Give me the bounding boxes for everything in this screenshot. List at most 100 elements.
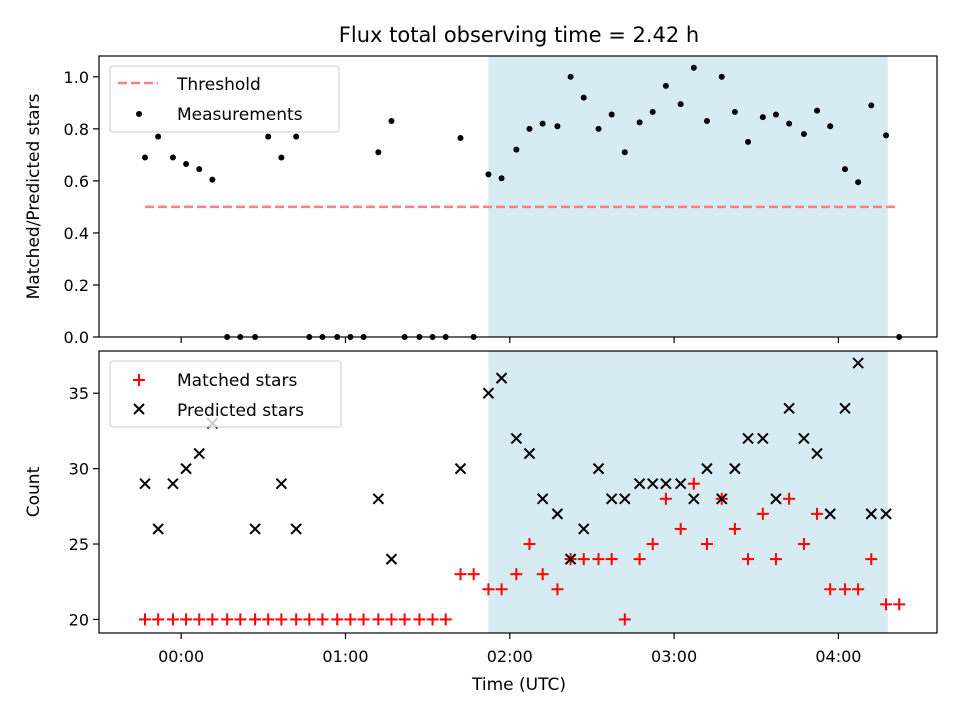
matched-star-point [811,507,824,520]
matched-star-point [674,522,687,535]
predicted-star-point [839,402,851,415]
matched-star-point [344,613,357,626]
legend-matched-label: Matched stars [177,371,297,391]
bottom-ytick-label: 20 [69,610,89,629]
matched-star-point [221,613,234,626]
measurement-point [662,82,669,89]
top-x-ticks [180,337,840,343]
legend-predicted-swatch [133,403,145,415]
matched-star-point [797,538,810,551]
predicted-star-point [249,523,261,535]
predicted-star-point [660,477,672,490]
matched-star-point [303,613,316,626]
measurement-point [814,107,821,114]
bottom-y-ticks: 20 25 30 35 [69,384,99,629]
matched-star-point [316,613,329,626]
predicted-star-point [454,462,467,475]
matched-star-point [166,613,179,626]
matched-star-point [536,568,549,581]
predicted-star-point [152,523,164,535]
legend-predicted-label: Predicted stars [177,401,304,421]
matched-star-point [592,553,605,566]
measurement-point [375,149,382,156]
predicted-star-point [510,432,523,445]
measurement-point [608,111,615,118]
predicted-star-point [139,477,151,490]
matched-star-point [523,538,536,551]
measurement-point [567,73,574,80]
measurement-point [855,179,862,186]
predicted-star-point [757,432,769,445]
predicted-star-point [770,493,782,505]
matched-star-point [385,613,398,626]
predicted-star-point [495,372,508,384]
matched-star-point [180,613,193,626]
bottom-xtick-label: 01:00 [322,647,368,666]
matched-star-point [467,568,480,581]
measurement-point [883,132,890,139]
predicted-star-point [564,553,577,565]
top-ytick-label: 0.8 [64,120,89,139]
matched-stars-points [139,477,906,626]
bottom-panel: 20 25 30 35 00:00 01:00 02:00 03:00 04:00 Count… [24,350,938,695]
matched-star-point [290,613,303,626]
predicted-star-point [275,477,288,490]
matched-star-point [482,583,495,596]
predicted-star-point [578,523,590,535]
matched-star-point [838,583,851,596]
top-panel: 0.0 0.2 0.4 0.6 0.8 1.0 Matched/Predicted sta… [24,55,938,347]
measurement-point [800,131,807,138]
matched-star-point [275,613,288,626]
matched-star-point [633,553,646,566]
predicted-star-point [180,462,192,475]
bottom-xtick-label: 02:00 [487,647,533,666]
measurement-point [718,73,725,80]
predicted-star-point [865,508,877,520]
matched-star-point [206,613,219,626]
measurement-point [745,138,752,145]
matched-star-point [413,613,426,626]
predicted-star-point [674,477,687,490]
matched-star-point [454,568,467,581]
predicted-star-point [824,508,836,520]
measurement-point [759,114,766,121]
top-ytick-label: 0.0 [64,328,89,347]
top-y-ticks: 0.0 0.2 0.4 0.6 0.8 1.0 [64,68,99,347]
matched-star-point [262,613,275,626]
observing-span-top [488,56,888,337]
bottom-ytick-label: 35 [69,384,89,403]
matched-star-point [618,613,631,626]
matched-star-point [783,492,796,505]
legend-threshold-label: Threshold [176,75,261,95]
matched-star-point [728,522,741,535]
predicted-star-point [742,432,754,445]
top-ytick-label: 0.4 [64,224,89,243]
measurement-point [731,108,738,115]
matched-star-point [700,538,713,551]
matched-star-point [234,613,247,626]
predicted-stars-points [139,357,892,565]
chart-title: Flux total observing time = 2.42 h [339,23,699,47]
matched-star-point [551,583,564,596]
matched-star-point [249,613,262,626]
observing-span-bottom [488,351,888,633]
predicted-star-point [290,523,302,535]
matched-star-point [510,568,523,581]
measurement-point [485,171,492,178]
predicted-star-point [523,447,536,460]
predicted-star-point [551,508,564,520]
matched-star-point [495,583,508,596]
legend-measurements-swatch [136,111,142,117]
predicted-star-point [592,462,605,475]
measurement-point [690,64,697,71]
matched-star-point [893,598,906,611]
bottom-y-axis-label: Count [24,466,44,517]
measurement-point [293,133,300,140]
matched-star-point [372,613,385,626]
matched-star-point [398,613,411,626]
predicted-star-point [688,493,700,505]
measurement-point [621,149,628,156]
legend-measurements-label: Measurements [177,105,303,125]
bottom-axes-frame [98,350,938,634]
predicted-star-point [783,402,795,415]
